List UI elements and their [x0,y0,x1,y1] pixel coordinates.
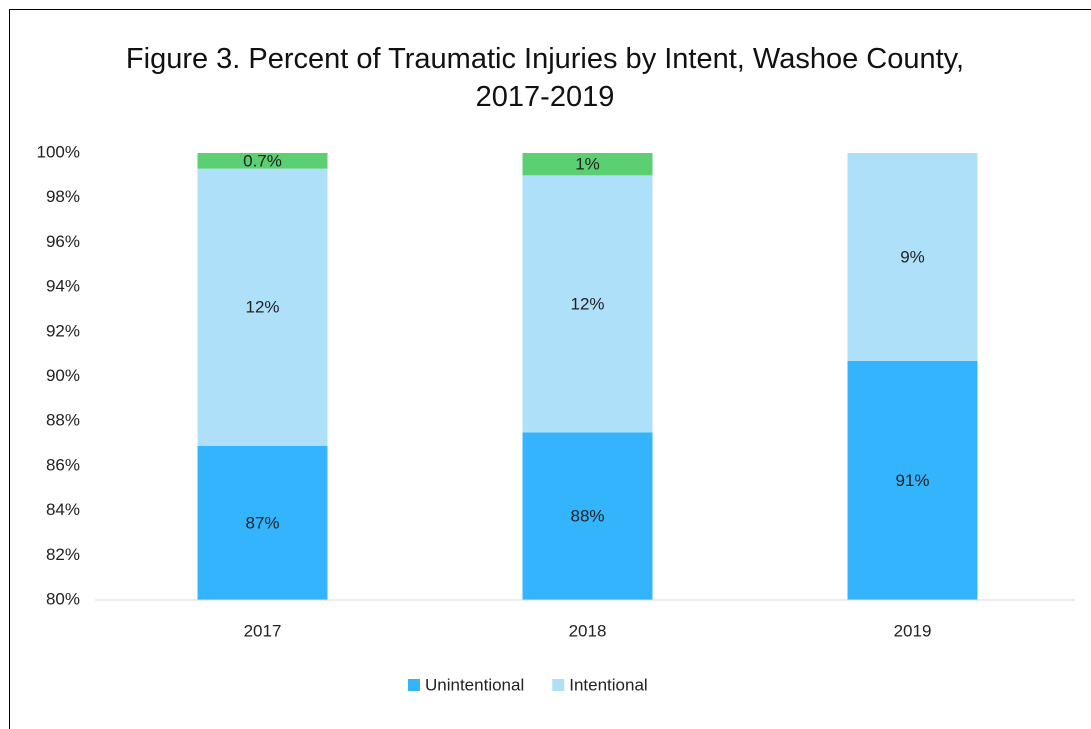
data-label: 12% [570,294,604,313]
y-tick-label: 100% [37,142,80,161]
chart-frame [9,9,1091,729]
y-tick-label: 84% [46,500,80,519]
data-label: 91% [895,471,929,490]
legend-label: Unintentional [425,675,524,694]
y-tick-label: 86% [46,455,80,474]
bar-segment [197,445,328,600]
bar-segment [847,360,978,600]
legend-swatch [408,679,420,691]
x-tick-label: 2019 [894,621,932,640]
y-tick-label: 98% [46,187,80,206]
bar-segment [522,153,653,176]
y-tick-label: 90% [46,366,80,385]
bar-segment [522,175,653,433]
data-label: 1% [575,155,600,174]
x-tick-label: 2017 [244,621,282,640]
data-label: 87% [245,513,279,532]
y-tick-label: 94% [46,277,80,296]
data-label: 9% [900,247,925,266]
y-tick-label: 82% [46,545,80,564]
bar-segment [197,153,328,169]
chart-title: Figure 3. Percent of Traumatic Injuries … [125,43,965,113]
data-label: 88% [570,507,604,526]
x-tick-label: 2018 [569,621,607,640]
bar-segment [522,432,653,600]
y-tick-label: 92% [46,321,80,340]
legend-swatch [552,679,565,691]
data-label: 12% [245,298,279,317]
legend-label: Intentional [569,675,647,694]
data-label: 0.7% [243,151,282,170]
y-tick-label: 80% [46,589,80,608]
y-tick-label: 88% [46,411,80,430]
bar-segment [197,168,328,446]
y-tick-label: 96% [46,232,80,251]
bar-segment [847,153,978,361]
